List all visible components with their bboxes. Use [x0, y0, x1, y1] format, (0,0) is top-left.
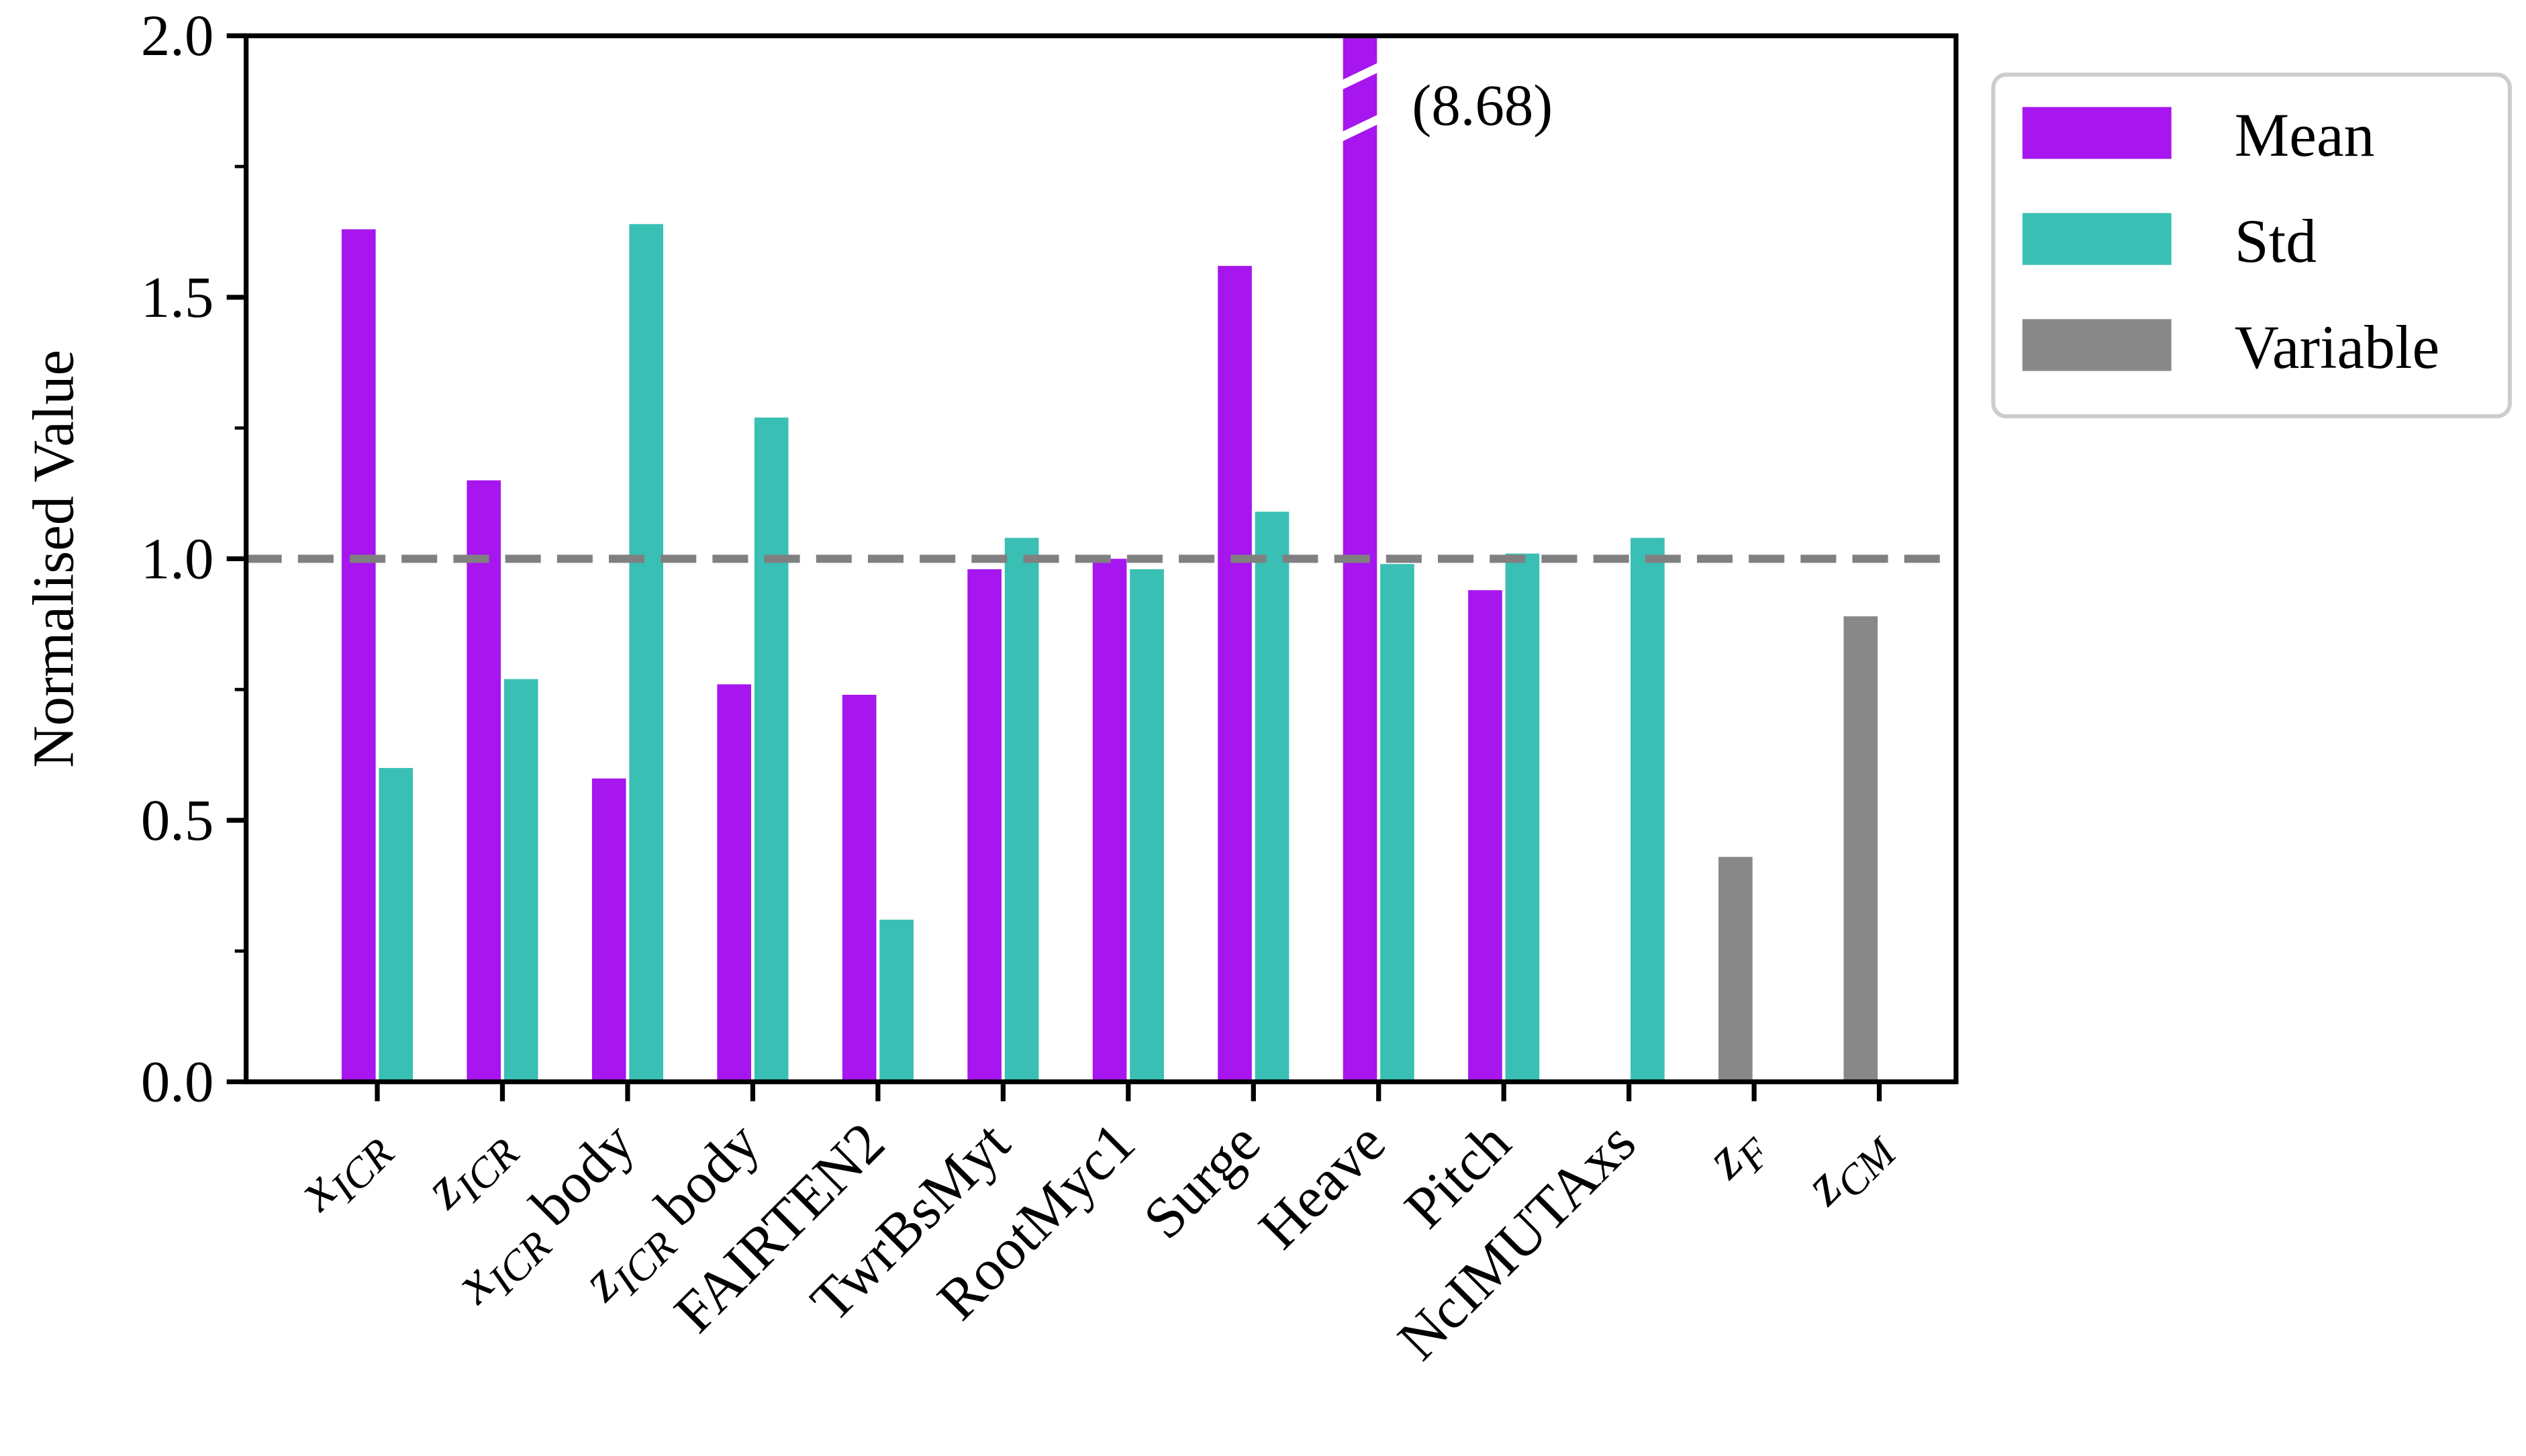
bar-std: [879, 920, 914, 1082]
bar-mean: [1092, 559, 1127, 1082]
bar-mean: [967, 569, 1002, 1082]
legend: Mean Std Variable: [1991, 72, 2512, 419]
bar-mean: [717, 684, 752, 1082]
axis-break-mark: [1339, 61, 1381, 91]
axis-break-mark: [1339, 113, 1381, 143]
x-tick-label: xICR: [283, 1110, 403, 1230]
y-tick-label: 2.0: [141, 3, 214, 68]
y-tick-label: 0.5: [141, 788, 214, 853]
bar-std: [1631, 538, 1665, 1082]
y-axis-label: Normalised Value: [21, 350, 86, 768]
y-tick-label: 1.0: [141, 526, 214, 591]
x-tick-label: zF: [1692, 1110, 1780, 1197]
legend-swatch-variable: [2022, 319, 2172, 371]
y-tick-label: 1.5: [141, 265, 214, 330]
bars-layer: [341, 36, 1878, 1082]
bar-mean: [842, 695, 877, 1082]
x-tick-label: zICR: [411, 1110, 528, 1227]
bar-variable: [1718, 857, 1753, 1082]
bar-std: [379, 768, 414, 1082]
y-axis: 0.0 0.5 1.0 1.5 2.0: [141, 3, 246, 1114]
legend-swatch-std: [2022, 213, 2172, 265]
x-tick-label-base: Surge: [1131, 1110, 1272, 1251]
bar-std: [754, 418, 789, 1082]
bar-std: [1004, 538, 1039, 1082]
legend-label-mean: Mean: [2235, 101, 2375, 169]
bar-std: [1255, 512, 1290, 1082]
x-tick-label: Surge: [1131, 1110, 1272, 1251]
legend-label-std: Std: [2235, 207, 2317, 275]
bar-mean: [1468, 590, 1502, 1082]
bar-mean: [591, 778, 626, 1082]
legend-label-variable: Variable: [2235, 313, 2439, 381]
bar-mean: [341, 229, 376, 1082]
x-tick-label: Heave: [1247, 1110, 1398, 1261]
y-tick-label: 0.0: [141, 1050, 214, 1114]
bar-mean: [1218, 266, 1252, 1082]
bar-std: [1130, 569, 1164, 1082]
heave-annotation: (8.68): [1412, 73, 1553, 138]
bar-std: [1505, 553, 1540, 1082]
x-tick-label-base: Heave: [1247, 1110, 1398, 1261]
x-tick-label: zCM: [1791, 1108, 1906, 1224]
bar-std: [629, 224, 664, 1082]
bar-std: [1380, 564, 1414, 1082]
bar-variable: [1843, 616, 1878, 1082]
legend-swatch-mean: [2022, 107, 2172, 159]
bar-mean: [467, 480, 501, 1082]
bar-std: [503, 679, 538, 1082]
